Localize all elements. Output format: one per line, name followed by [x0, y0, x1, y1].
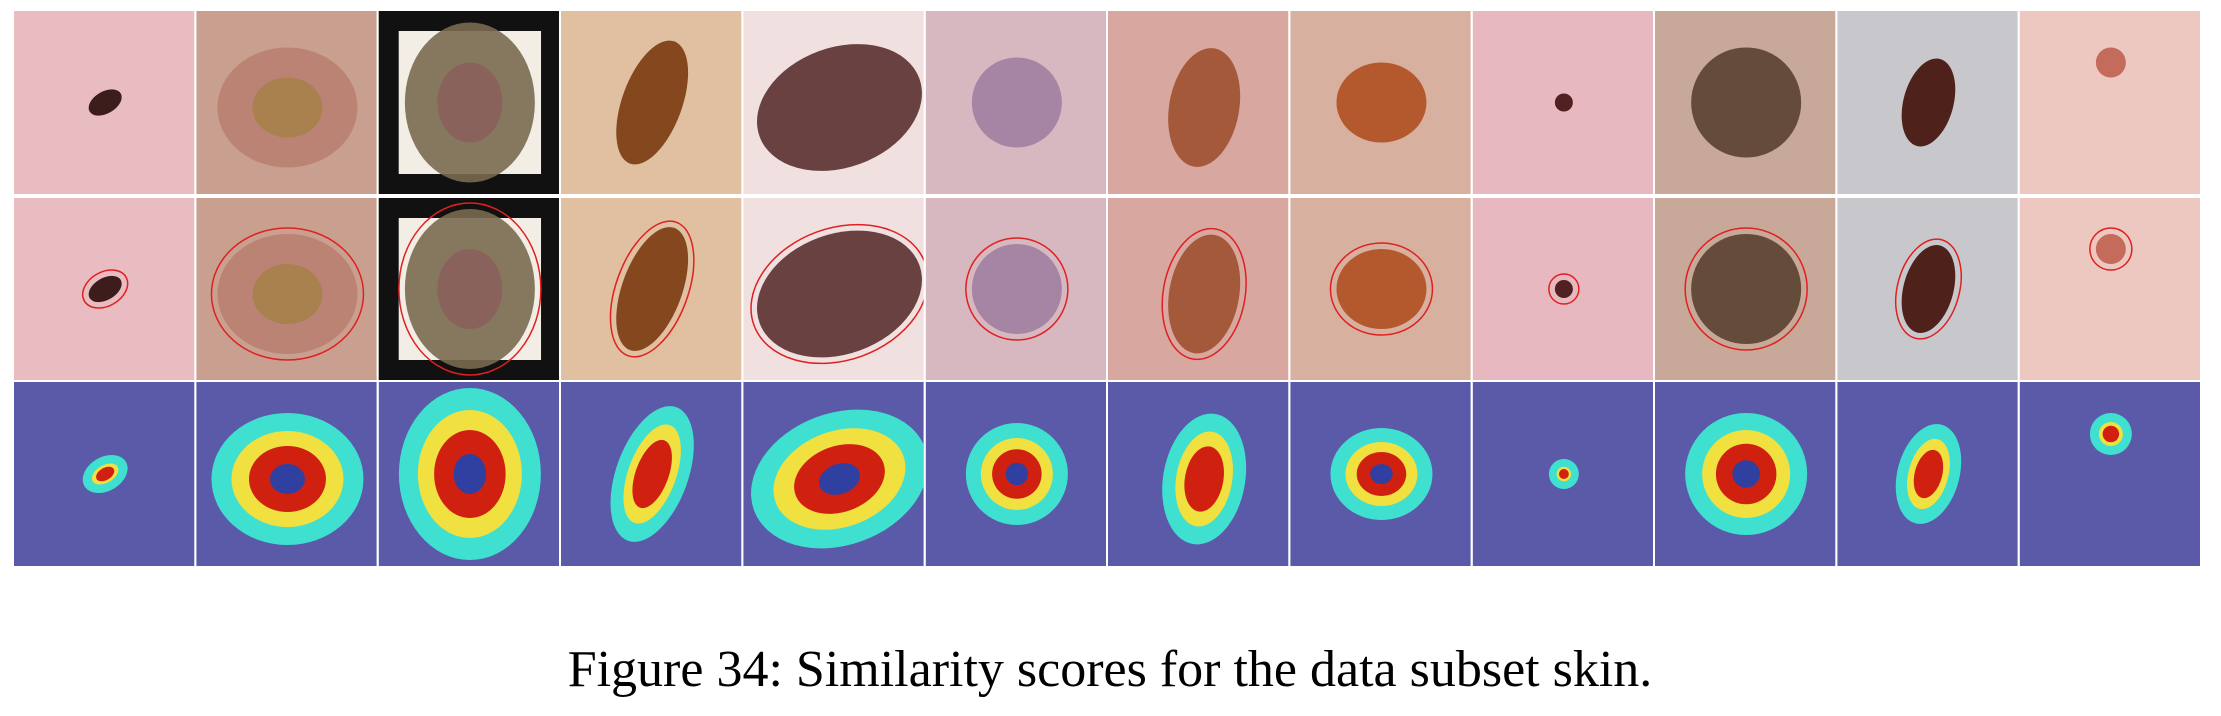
lesion — [1168, 48, 1241, 167]
heat-cool — [1005, 462, 1029, 486]
lesion — [1336, 62, 1427, 143]
thumbnail — [925, 382, 1107, 566]
thumbnail — [1472, 382, 1653, 566]
lesion-core — [252, 264, 323, 324]
thumbnail — [561, 11, 742, 194]
heat-inner — [1913, 449, 1944, 499]
lesion — [756, 44, 922, 171]
heat-inner — [2102, 425, 2120, 443]
thumbnail — [378, 198, 560, 380]
thumbnail — [1655, 382, 1836, 566]
thumbnail — [196, 382, 377, 566]
lesion — [1691, 234, 1802, 344]
lesion — [1554, 93, 1573, 112]
thumbnail — [1472, 11, 1653, 194]
thumbnail — [925, 198, 1107, 380]
heat-cool — [1370, 464, 1393, 484]
lesion-contour — [609, 220, 695, 358]
lesion-contour — [965, 237, 1069, 341]
lesion — [1168, 234, 1241, 354]
heat-inner — [96, 466, 115, 482]
thumbnail — [1655, 11, 1836, 194]
thumbnail — [2019, 382, 2200, 566]
thumbnail — [196, 198, 377, 380]
lesion-contour — [81, 269, 129, 309]
thumbnail — [1472, 198, 1653, 380]
lesion — [616, 40, 689, 165]
lesion — [971, 244, 1062, 334]
heat-inner — [1558, 469, 1569, 479]
thumbnail — [14, 198, 195, 380]
thumbnail — [1108, 11, 1289, 194]
heat-cool — [1732, 460, 1760, 488]
lesion-contour — [398, 202, 542, 376]
lesion-contour — [210, 227, 365, 361]
lesion — [756, 230, 922, 358]
heat-inner — [632, 439, 672, 509]
skin-background — [2019, 11, 2200, 194]
heat-cool — [818, 463, 861, 495]
thumbnail — [1290, 11, 1471, 194]
heatmap-background — [2019, 382, 2200, 566]
lesion-core — [437, 249, 503, 329]
thumbnail — [1108, 382, 1289, 566]
image-grid — [14, 11, 2200, 566]
lesion — [1554, 280, 1573, 298]
thumbnail — [2019, 11, 2200, 194]
thumbnail — [743, 382, 924, 566]
thumbnail — [1290, 198, 1471, 380]
thumbnail — [1108, 198, 1289, 380]
lesion — [88, 275, 122, 303]
lesion — [2095, 47, 2126, 78]
lesion-contour — [1548, 273, 1580, 305]
lesion-contour — [2089, 227, 2133, 271]
lesion — [1901, 58, 1956, 147]
figure-caption: Figure 34: Similarity scores for the dat… — [568, 641, 1653, 698]
thumbnail — [1655, 198, 1836, 380]
lesion-contour — [1894, 238, 1962, 340]
thumbnail — [561, 382, 742, 566]
skin-background — [2019, 198, 2200, 380]
heat-inner — [1184, 446, 1224, 512]
lesion-contour — [1161, 227, 1247, 361]
thumbnail — [1837, 382, 2018, 566]
lesion — [616, 227, 689, 351]
thumbnail — [378, 11, 560, 194]
lesion — [1901, 245, 1956, 333]
lesion — [1691, 47, 1802, 158]
thumbnail — [925, 11, 1107, 194]
heat-cool — [453, 454, 487, 494]
thumbnail — [743, 11, 924, 194]
thumbnail — [1837, 11, 2018, 194]
lesion-core — [437, 62, 503, 143]
lesion-core — [252, 77, 323, 138]
lesion — [971, 57, 1062, 148]
lesion — [1336, 249, 1427, 329]
thumbnail — [196, 11, 377, 194]
thumbnail — [14, 382, 195, 566]
lesion-contour — [750, 223, 924, 365]
thumbnail — [561, 198, 742, 380]
thumbnail — [378, 382, 560, 566]
thumbnail — [743, 198, 924, 380]
lesion — [88, 89, 122, 116]
thumbnail — [1290, 382, 1471, 566]
thumbnail — [2019, 198, 2200, 380]
heat-cool — [269, 464, 305, 494]
lesion-contour — [1329, 242, 1434, 336]
lesion — [2095, 234, 2126, 264]
lesion-contour — [1684, 227, 1808, 351]
thumbnail — [14, 11, 195, 194]
thumbnail — [1837, 198, 2018, 380]
